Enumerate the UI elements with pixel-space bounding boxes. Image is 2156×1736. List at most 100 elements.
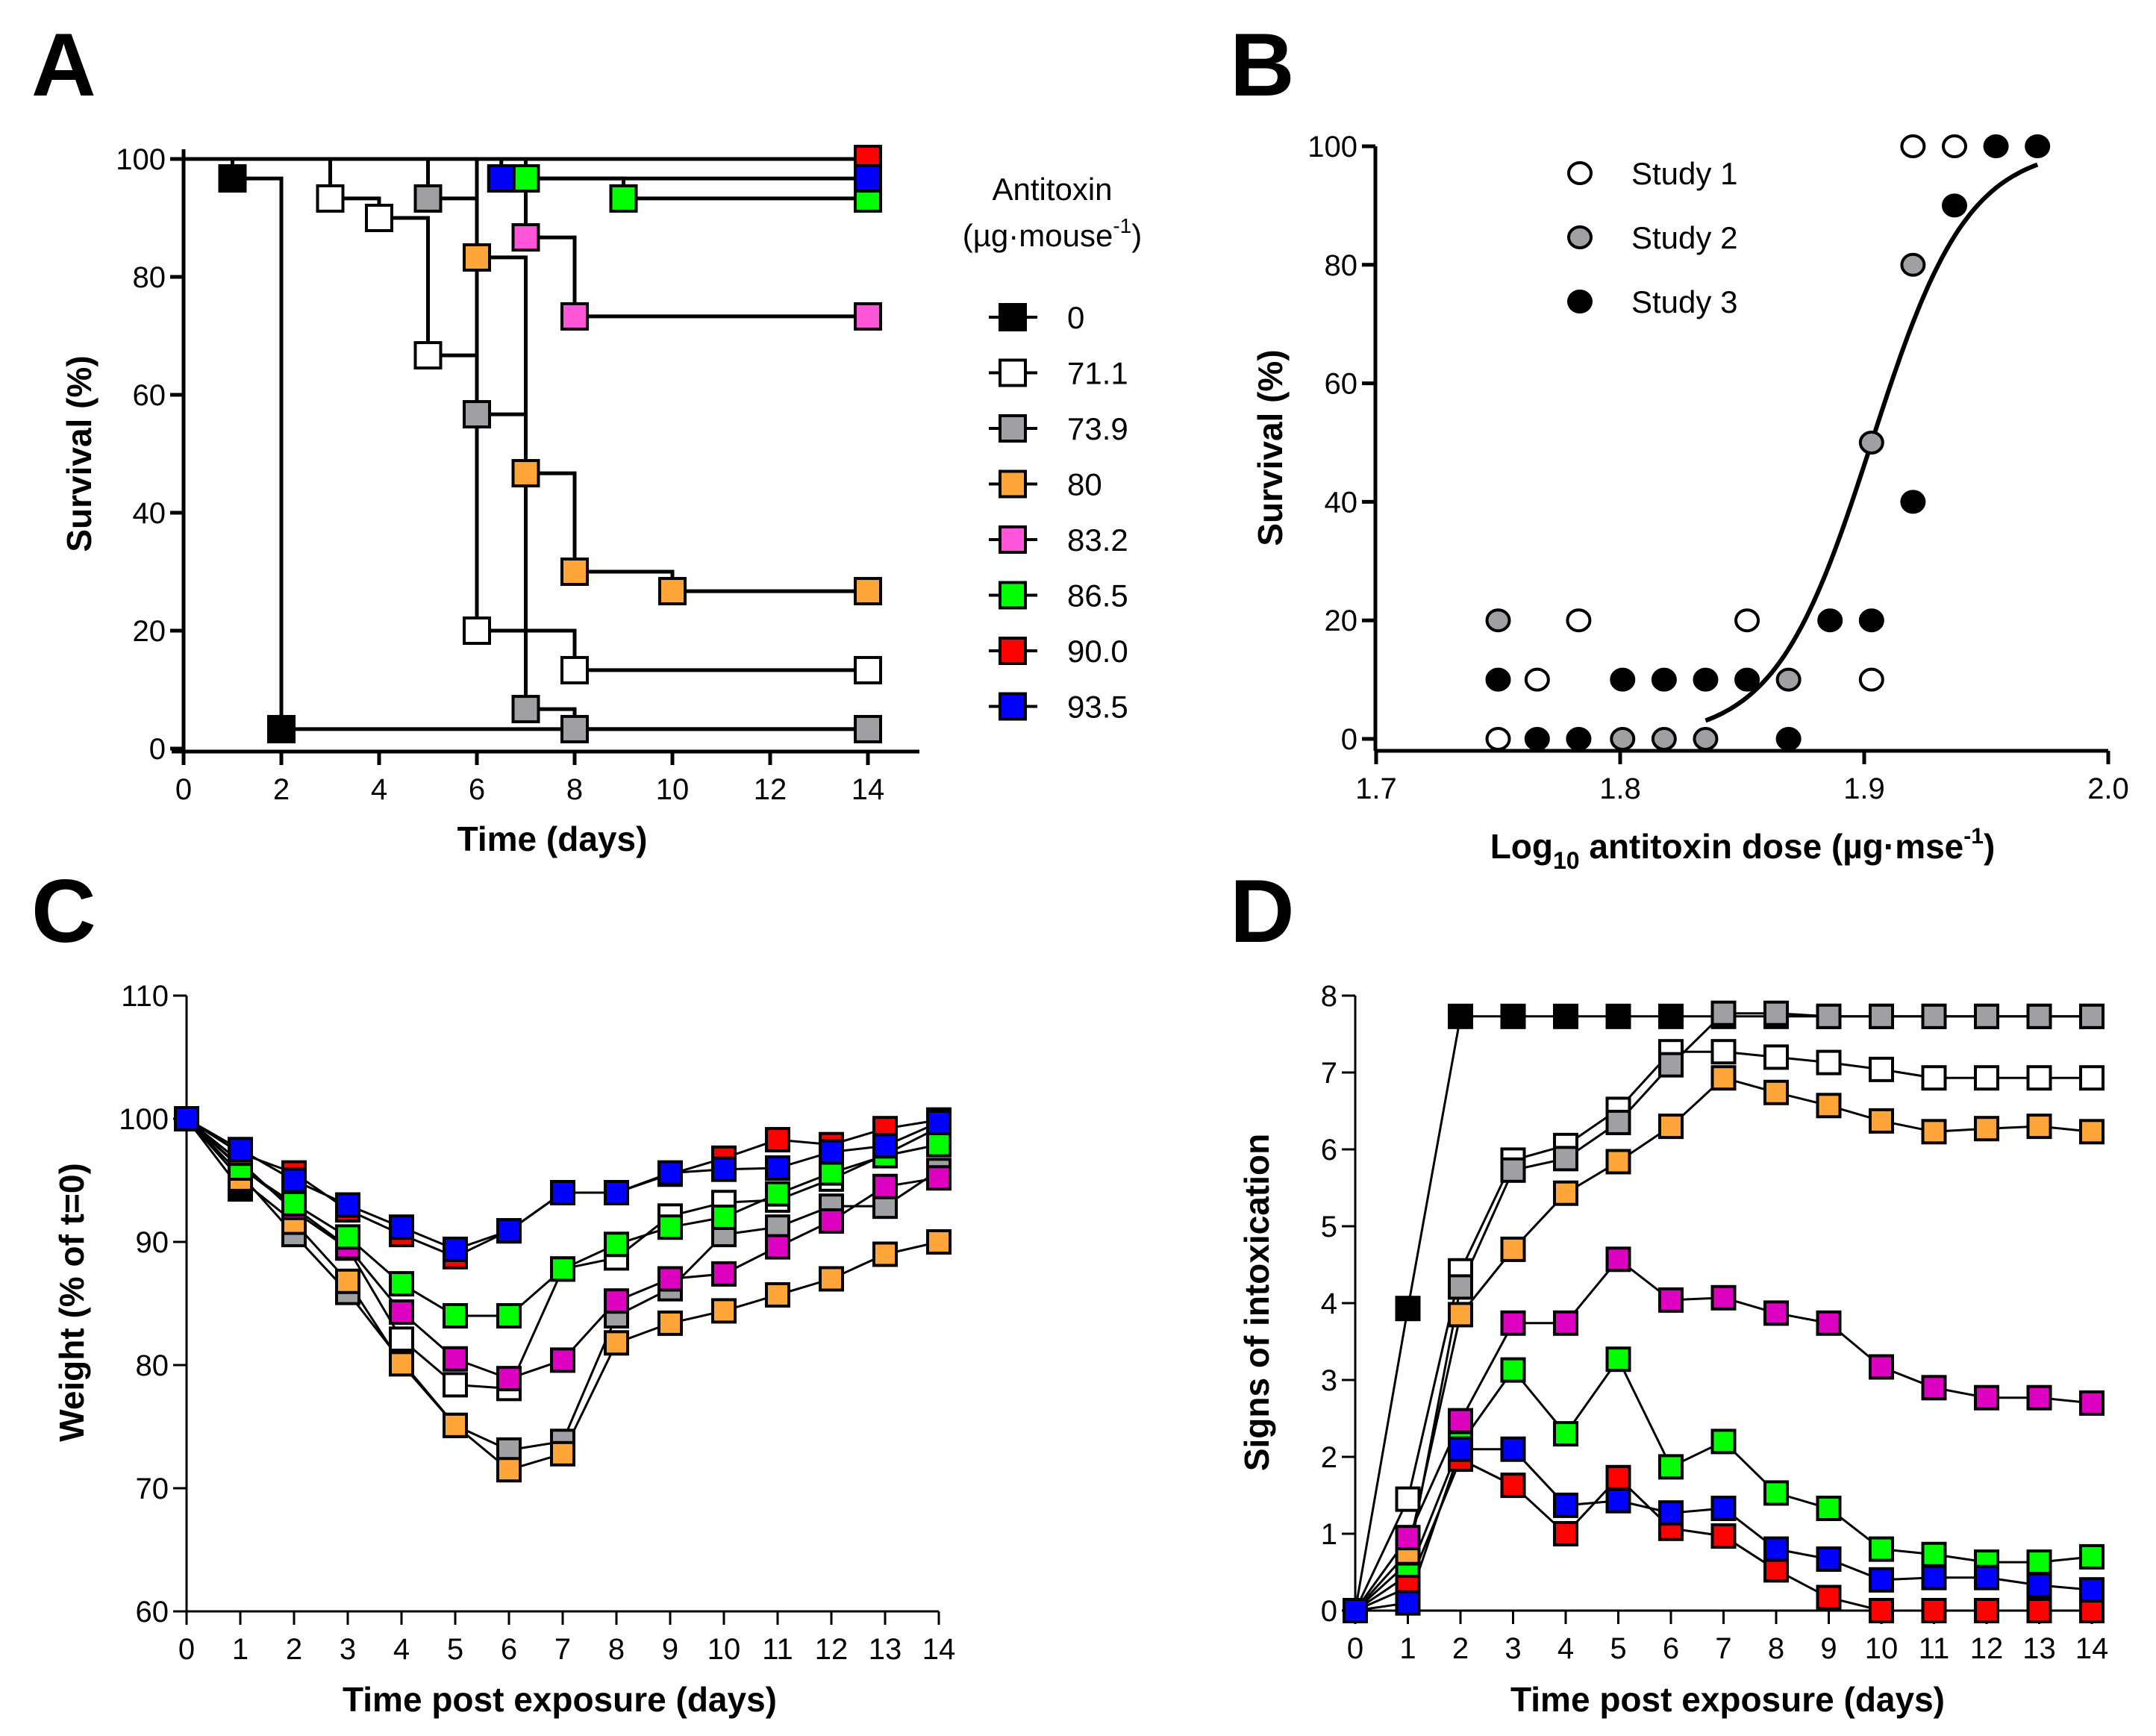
legend-label: 71.1 bbox=[1067, 356, 1128, 391]
x-tick-label: 8 bbox=[566, 773, 583, 806]
marker-93.5 bbox=[854, 164, 882, 193]
marker-86.5 bbox=[511, 164, 540, 193]
marker-80 bbox=[1974, 1116, 1999, 1142]
marker-86.5 bbox=[1869, 1536, 1894, 1562]
panel-a-legend: Antitoxin (µg·mouse-1) 0 71.1 73.9 80 83.2 86… bbox=[963, 172, 1143, 725]
panel-letter-d: D bbox=[1230, 861, 1295, 961]
marker-71.1 bbox=[854, 655, 882, 684]
legend-title-line2: (µg·mouse-1) bbox=[963, 214, 1143, 253]
marker-0 bbox=[1605, 1003, 1631, 1029]
marker-93.5 bbox=[657, 1160, 683, 1186]
point-study-3 bbox=[1983, 134, 2009, 158]
marker-80 bbox=[550, 1440, 575, 1467]
y-tick-label: 100 bbox=[1307, 131, 1357, 163]
marker-93.5 bbox=[1921, 1564, 1947, 1590]
marker-80 bbox=[389, 1351, 414, 1377]
marker-93.5 bbox=[1553, 1492, 1578, 1518]
x-tick-label: 14 bbox=[922, 1633, 956, 1666]
x-tick-label: 11 bbox=[1919, 1632, 1950, 1665]
y-tick-label: 3 bbox=[1321, 1364, 1337, 1397]
marker-73.9 bbox=[1763, 1000, 1789, 1026]
y-tick-label: 1 bbox=[1321, 1518, 1337, 1551]
legend-label: 73.9 bbox=[1067, 411, 1128, 446]
marker-0 bbox=[1658, 1003, 1684, 1029]
y-tick-label: 80 bbox=[136, 1349, 169, 1382]
marker-86.5 bbox=[1605, 1346, 1631, 1373]
point-study-2 bbox=[1693, 727, 1719, 751]
marker-71.1 bbox=[413, 341, 443, 370]
marker-80 bbox=[560, 558, 589, 586]
x-tick-label: 5 bbox=[1610, 1632, 1626, 1665]
x-axis-title: Time (days) bbox=[457, 819, 648, 858]
marker-93.5 bbox=[1500, 1436, 1526, 1462]
marker-73.9 bbox=[854, 714, 882, 743]
x-tick-label: 4 bbox=[371, 773, 387, 806]
marker-71.1 bbox=[365, 204, 393, 232]
marker-73.9 bbox=[1921, 1003, 1947, 1029]
legend-label: Study 1 bbox=[1631, 156, 1737, 191]
marker-73.9 bbox=[1658, 1052, 1684, 1078]
marker-73.9 bbox=[463, 400, 491, 429]
legend-label: Study 3 bbox=[1631, 284, 1737, 319]
point-study-2 bbox=[1900, 252, 1926, 277]
y-tick-label: 0 bbox=[1341, 723, 1357, 756]
marker-86.5 bbox=[1710, 1429, 1737, 1455]
marker-0 bbox=[1395, 1296, 1421, 1322]
marker-80 bbox=[511, 459, 540, 488]
y-tick-label: 6 bbox=[1321, 1134, 1337, 1167]
legend-label: Study 2 bbox=[1631, 220, 1737, 255]
legend-marker-90.0 bbox=[999, 637, 1027, 665]
marker-83.2 bbox=[604, 1288, 629, 1314]
x-tick-label: 13 bbox=[869, 1633, 902, 1666]
marker-90.0 bbox=[1816, 1584, 1842, 1611]
point-study-3 bbox=[1485, 667, 1511, 692]
legend-marker-83.2 bbox=[999, 525, 1027, 554]
marker-93.5 bbox=[1448, 1436, 1473, 1462]
marker-90.0 bbox=[1553, 1521, 1578, 1546]
marker-80 bbox=[1448, 1302, 1473, 1328]
legend-label: 0 bbox=[1067, 300, 1084, 335]
y-tick-label: 100 bbox=[116, 143, 166, 176]
x-tick-label: 11 bbox=[762, 1633, 793, 1666]
point-study-2 bbox=[1610, 727, 1636, 751]
marker-83.2 bbox=[711, 1261, 737, 1287]
marker-86.5 bbox=[657, 1214, 683, 1240]
legend-label: 90.0 bbox=[1067, 634, 1128, 669]
x-axis-title: Time post exposure (days) bbox=[1510, 1680, 1945, 1719]
point-study-3 bbox=[1693, 667, 1719, 692]
marker-80 bbox=[1763, 1079, 1789, 1105]
x-tick-label: 6 bbox=[501, 1633, 517, 1666]
marker-93.5 bbox=[2079, 1577, 2105, 1603]
marker-86.5 bbox=[281, 1190, 307, 1217]
y-tick-label: 60 bbox=[133, 379, 166, 412]
x-tick-label: 7 bbox=[1715, 1632, 1731, 1665]
marker-80 bbox=[1816, 1093, 1842, 1119]
marker-93.5 bbox=[1816, 1546, 1842, 1572]
y-tick-label: 80 bbox=[133, 261, 166, 294]
marker-73.9 bbox=[511, 695, 540, 724]
legend-marker-73.9 bbox=[999, 414, 1027, 443]
marker-90.0 bbox=[2079, 1598, 2105, 1623]
x-tick-label: 9 bbox=[1820, 1632, 1837, 1665]
marker-80 bbox=[496, 1457, 522, 1483]
x-axis-title-part: antitoxin dose (µg·mse bbox=[1580, 827, 1964, 866]
marker-71.1 bbox=[2079, 1065, 2105, 1091]
point-study-2 bbox=[1858, 431, 1884, 455]
marker-71.1 bbox=[443, 1372, 468, 1398]
marker-86.5 bbox=[550, 1256, 575, 1282]
marker-71.1 bbox=[2026, 1065, 2052, 1091]
marker-71.1 bbox=[389, 1326, 414, 1352]
legend-marker-80 bbox=[999, 469, 1027, 499]
marker-93.5 bbox=[819, 1139, 844, 1165]
marker-93.5 bbox=[1869, 1567, 1894, 1593]
marker-83.2 bbox=[1395, 1525, 1421, 1551]
legend-marker-71.1 bbox=[999, 358, 1027, 387]
marker-90.0 bbox=[1500, 1473, 1526, 1499]
marker-73.9 bbox=[1710, 1000, 1737, 1026]
y-tick-label: 0 bbox=[1321, 1595, 1337, 1628]
marker-86.5 bbox=[1816, 1496, 1842, 1522]
marker-93.5 bbox=[1974, 1564, 1999, 1590]
x-tick-label: 0 bbox=[178, 1633, 195, 1666]
panel-b-dose-response-chart: 0 20 40 60 80 100 1.7 1.8 1.9 2.0 Log10 antitoxin … bbox=[1251, 131, 2129, 874]
marker-83.2 bbox=[389, 1299, 414, 1326]
